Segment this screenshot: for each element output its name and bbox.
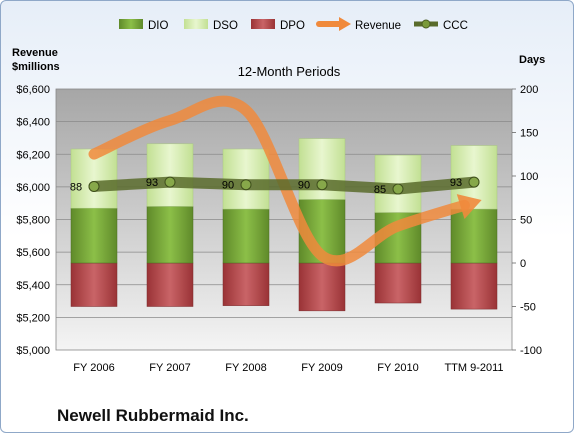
left-tick-label: $5,800 <box>16 215 50 227</box>
bar-dio-fy-2008 <box>222 208 270 264</box>
bar-dio-ttm-9-2011 <box>450 208 498 264</box>
ccc-point-fy-2008 <box>240 179 252 191</box>
right-tick-label: -100 <box>520 345 542 357</box>
bar-dpo-fy-2007 <box>146 262 194 307</box>
left-tick-label: $5,000 <box>16 345 50 357</box>
ccc-series: 88 93 90 90 85 93 <box>70 176 480 196</box>
legend-label-dso: DSO <box>213 20 238 32</box>
right-tick-label: 150 <box>520 128 538 140</box>
bar-dso-fy-2007 <box>146 143 194 207</box>
ccc-data-label: 85 <box>374 184 386 196</box>
ccc-data-label: 90 <box>298 180 310 192</box>
legend-label-ccc: CCC <box>443 20 468 32</box>
ccc-data-label: 93 <box>450 177 462 189</box>
bar-dpo-fy-2006 <box>70 262 118 307</box>
x-tick-label: FY 2006 <box>73 362 114 374</box>
left-tick-label: $6,200 <box>16 149 50 161</box>
x-tick-label: FY 2009 <box>301 362 342 374</box>
right-axis-title: Days <box>519 54 545 66</box>
ccc-point-fy-2007 <box>164 176 176 188</box>
legend-label-revenue: Revenue <box>355 20 401 32</box>
revenue-arrowhead <box>456 194 482 219</box>
legend-item-dso: DSO <box>184 19 238 32</box>
ccc-line <box>88 176 480 195</box>
ccc-point-ttm-9-2011 <box>468 176 480 188</box>
right-tick-label: 0 <box>520 258 526 270</box>
legend-swatch-dio <box>119 19 143 29</box>
right-tick-label: -50 <box>520 302 536 314</box>
ccc-point-fy-2009 <box>316 179 328 191</box>
left-axis-title-line1: Revenue <box>12 47 58 59</box>
x-tick-label: TTM 9-2011 <box>444 362 503 374</box>
x-axis-ticks: FY 2006 FY 2007 FY 2008 FY 2009 FY 2010 TTM 9… <box>73 362 503 374</box>
legend: DIO DSO DPO Revenue CCC <box>119 17 468 32</box>
x-tick-label: FY 2008 <box>225 362 266 374</box>
bar-dpo-ttm-9-2011 <box>450 262 498 310</box>
legend-marker-ccc <box>421 19 431 29</box>
left-tick-label: $6,400 <box>16 117 50 129</box>
bar-dio-fy-2007 <box>146 206 194 264</box>
ccc-point-fy-2010 <box>392 183 404 195</box>
right-tick-label: 200 <box>520 84 538 96</box>
legend-label-dpo: DPO <box>280 20 305 32</box>
legend-swatch-dpo <box>251 19 275 29</box>
legend-arrowhead-revenue <box>339 17 351 31</box>
left-tick-label: $5,400 <box>16 280 50 292</box>
ccc-data-label: 93 <box>146 177 158 189</box>
legend-item-dpo: DPO <box>251 19 305 32</box>
company-name: Newell Rubbermaid Inc. <box>57 406 249 425</box>
legend-item-ccc: CCC <box>414 19 468 32</box>
x-tick-label: FY 2007 <box>149 362 190 374</box>
left-tick-label: $6,000 <box>16 182 50 194</box>
right-tick-label: 50 <box>520 215 532 227</box>
right-tick-label: 100 <box>520 171 538 183</box>
right-axis-ticks: -100 -50 0 50 100 150 200 <box>512 84 542 357</box>
legend-swatch-dso <box>184 19 208 29</box>
bar-dio-fy-2006 <box>70 207 118 264</box>
left-tick-label: $6,600 <box>16 84 50 96</box>
x-tick-label: FY 2010 <box>377 362 418 374</box>
left-tick-label: $5,600 <box>16 247 50 259</box>
bar-dpo-fy-2010 <box>374 262 422 304</box>
ccc-point-fy-2006 <box>88 180 100 192</box>
left-axis-ticks: $5,000 $5,200 $5,400 $5,600 $5,800 $6,000 $6,2… <box>16 84 50 357</box>
bar-dpo-fy-2008 <box>222 262 270 306</box>
legend-label-dio: DIO <box>148 20 169 32</box>
ccc-data-label: 88 <box>70 181 82 193</box>
ccc-data-label: 90 <box>222 180 234 192</box>
legend-item-revenue: Revenue <box>316 17 401 32</box>
legend-item-dio: DIO <box>119 19 169 32</box>
bar-dpo-fy-2009 <box>298 262 346 312</box>
left-axis-title-line2: $millions <box>12 61 60 73</box>
chart-title: 12-Month Periods <box>238 64 341 79</box>
left-tick-label: $5,200 <box>16 312 50 324</box>
